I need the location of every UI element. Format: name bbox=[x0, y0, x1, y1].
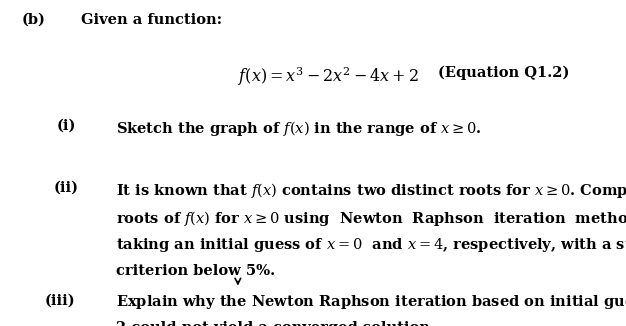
Text: (i): (i) bbox=[56, 119, 76, 133]
Text: (Equation Q1.2): (Equation Q1.2) bbox=[438, 65, 570, 80]
Text: $f(x) = x^3 - 2x^2 - 4x + 2$: $f(x) = x^3 - 2x^2 - 4x + 2$ bbox=[238, 65, 419, 88]
Text: criterion below 5%.: criterion below 5%. bbox=[116, 264, 275, 278]
Text: It is known that $f(x)$ contains two distinct roots for $x \geq 0$. Compute the: It is known that $f(x)$ contains two dis… bbox=[116, 181, 626, 200]
Text: 2 could not yield a converged solution.: 2 could not yield a converged solution. bbox=[116, 321, 434, 326]
Text: roots of $f(x)$ for $x \geq 0$ using  Newton  Raphson  iteration  method,: roots of $f(x)$ for $x \geq 0$ using New… bbox=[116, 209, 626, 228]
Text: (b): (b) bbox=[22, 13, 46, 27]
Text: (ii): (ii) bbox=[53, 181, 78, 195]
Text: (iii): (iii) bbox=[45, 293, 76, 307]
Text: Explain why the Newton Raphson iteration based on initial guess $x =$: Explain why the Newton Raphson iteration… bbox=[116, 293, 626, 311]
Text: taking an initial guess of $x = 0$  and $x = 4$, respectively, with a stopping: taking an initial guess of $x = 0$ and $… bbox=[116, 236, 626, 254]
Text: Given a function:: Given a function: bbox=[81, 13, 222, 27]
Text: Sketch the graph of $f(x)$ in the range of $x \geq 0$.: Sketch the graph of $f(x)$ in the range … bbox=[116, 119, 481, 138]
